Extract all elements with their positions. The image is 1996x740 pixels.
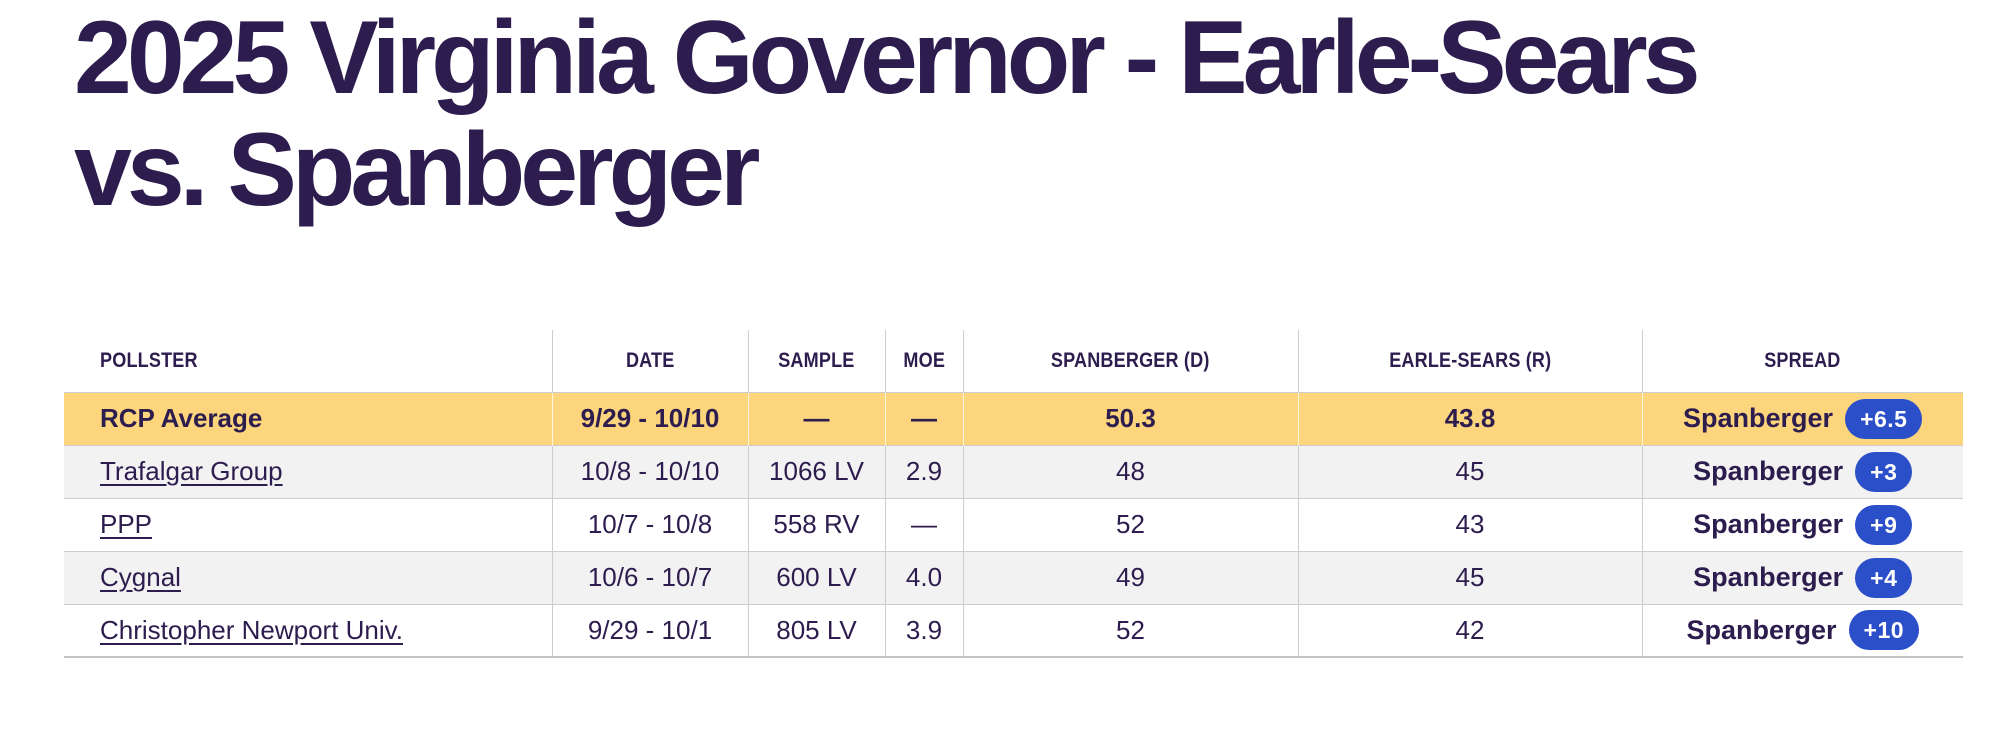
pollster-link[interactable]: Christopher Newport Univ. [100, 614, 403, 645]
spread-content: Spanberger +9 [1643, 504, 1964, 545]
spread-leader-label: Spanberger [1683, 403, 1834, 433]
moe-cell: — [885, 392, 964, 445]
column-header-moe: MOE [885, 330, 964, 393]
date-cell: 10/7 - 10/8 [552, 497, 749, 551]
spread-leader-label: Spanberger [1693, 562, 1844, 592]
pollster-cell: RCP Average [64, 392, 553, 445]
poll-row: Trafalgar Group 10/8 - 10/10 1066 LV 2.9… [64, 444, 1964, 498]
earle-sears-value-cell: 42 [1298, 603, 1643, 658]
date-cell: 9/29 - 10/1 [552, 603, 749, 658]
sample-cell: 1066 LV [748, 444, 886, 498]
spanberger-value-cell: 50.3 [963, 392, 1299, 445]
earle-sears-value-cell: 45 [1298, 550, 1643, 604]
spread-badge: +9 [1855, 504, 1913, 545]
column-header-spread: SPREAD [1642, 330, 1963, 393]
spread-cell: Spanberger +6.5 [1642, 392, 1963, 445]
sample-cell: 600 LV [748, 550, 886, 604]
pollster-link: RCP Average [100, 403, 263, 433]
column-header-earle-sears: EARLE-SEARS (R) [1298, 330, 1643, 393]
poll-row: Cygnal 10/6 - 10/7 600 LV 4.0 49 45 Span… [64, 550, 1964, 604]
poll-row: PPP 10/7 - 10/8 558 RV — 52 43 Spanberge… [64, 497, 1964, 551]
column-header-sample: SAMPLE [748, 330, 886, 393]
sample-cell: 558 RV [748, 497, 886, 551]
spread-content: Spanberger +3 [1643, 451, 1964, 492]
poll-table-header: POLLSTER DATE SAMPLE MOE SPANBERGER (D) … [64, 330, 1963, 393]
moe-cell: — [885, 497, 964, 551]
spread-cell: Spanberger +4 [1642, 550, 1964, 604]
spanberger-value-cell: 52 [963, 497, 1299, 551]
spread-leader-label: Spanberger [1693, 509, 1844, 539]
pollster-cell: Christopher Newport Univ. [64, 603, 553, 658]
spanberger-value-cell: 52 [963, 603, 1299, 658]
pollster-link[interactable]: Trafalgar Group [100, 456, 283, 486]
poll-table-body: RCP Average 9/29 - 10/10 — — 50.3 43.8 S… [64, 392, 1964, 658]
spanberger-value-cell: 48 [963, 444, 1299, 498]
sample-cell: 805 LV [748, 603, 886, 658]
spread-cell: Spanberger +10 [1642, 603, 1964, 658]
pollster-link[interactable]: PPP [100, 509, 153, 539]
poll-table: POLLSTER DATE SAMPLE MOE SPANBERGER (D) … [64, 330, 1963, 658]
column-header-pollster: POLLSTER [64, 330, 553, 393]
pollster-cell: PPP [64, 497, 553, 551]
moe-cell: 3.9 [885, 603, 964, 658]
earle-sears-value-cell: 43 [1298, 497, 1643, 551]
spanberger-value-cell: 49 [963, 550, 1299, 604]
spread-badge: +6.5 [1845, 398, 1923, 439]
column-header-spanberger: SPANBERGER (D) [963, 330, 1299, 393]
page-title: 2025 Virginia Governor - Earle-Sears vs.… [74, 0, 1701, 228]
spread-badge: +3 [1855, 451, 1913, 492]
header-row: POLLSTER DATE SAMPLE MOE SPANBERGER (D) … [64, 330, 1963, 393]
spread-badge: +4 [1855, 557, 1913, 598]
date-cell: 10/6 - 10/7 [552, 550, 749, 604]
pollster-cell: Cygnal [64, 550, 553, 604]
column-header-date: DATE [552, 330, 749, 393]
poll-row: RCP Average 9/29 - 10/10 — — 50.3 43.8 S… [64, 392, 1963, 445]
pollster-link[interactable]: Cygnal [100, 562, 181, 592]
spread-leader-label: Spanberger [1693, 456, 1844, 486]
poll-table-container: POLLSTER DATE SAMPLE MOE SPANBERGER (D) … [64, 330, 1963, 658]
pollster-cell: Trafalgar Group [64, 444, 553, 498]
earle-sears-value-cell: 43.8 [1298, 392, 1643, 445]
date-cell: 10/8 - 10/10 [552, 444, 749, 498]
spread-cell: Spanberger +3 [1642, 444, 1964, 498]
spread-cell: Spanberger +9 [1642, 497, 1964, 551]
spread-leader-label: Spanberger [1686, 614, 1837, 645]
sample-cell: — [748, 392, 886, 445]
moe-cell: 4.0 [885, 550, 964, 604]
moe-cell: 2.9 [885, 444, 964, 498]
spread-content: Spanberger +6.5 [1643, 398, 1964, 439]
spread-content: Spanberger +4 [1643, 557, 1964, 598]
spread-badge: +10 [1848, 610, 1920, 651]
earle-sears-value-cell: 45 [1298, 444, 1643, 498]
spread-content: Spanberger +10 [1643, 610, 1964, 651]
poll-row: Christopher Newport Univ. 9/29 - 10/1 80… [64, 603, 1964, 658]
date-cell: 9/29 - 10/10 [552, 392, 749, 445]
